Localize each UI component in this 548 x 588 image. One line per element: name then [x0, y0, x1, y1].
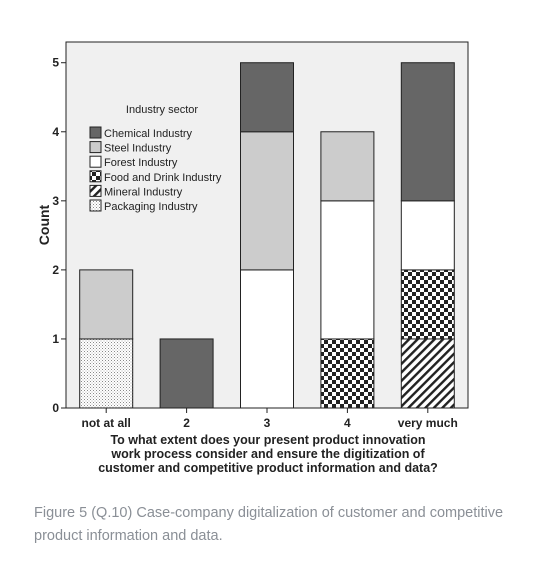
- y-axis-label: Count: [36, 204, 52, 245]
- bar-forest-industry-very-much: [400, 200, 455, 271]
- x-axis-title-line: work process consider and ensure the dig…: [110, 447, 425, 461]
- legend-swatch-steel-industry: [89, 141, 102, 154]
- x-tick-label: not at all: [82, 416, 131, 430]
- bar-chemical-industry-very-much: [400, 62, 455, 202]
- legend-swatch-food-and-drink-industry: [89, 170, 102, 183]
- bar-food-and-drink-industry-very-much: [400, 269, 455, 340]
- x-axis-title: To what extent does your present product…: [98, 433, 438, 475]
- y-axis: 0 1 2 3 4 5: [52, 56, 66, 415]
- x-tick-label: very much: [398, 416, 458, 430]
- bar-forest-industry-4: [320, 200, 375, 340]
- legend-swatch-packaging-industry: [89, 199, 102, 212]
- y-tick-label: 1: [52, 332, 59, 346]
- figure-caption: Figure 5 (Q.10) Case-company digitalizat…: [34, 505, 504, 544]
- bar-chemical-industry-2: [159, 338, 214, 409]
- x-axis-title-line: customer and competitive product informa…: [98, 461, 438, 475]
- legend-label-steel-industry: Steel Industry: [104, 143, 172, 155]
- bar-steel-industry-3: [240, 131, 294, 271]
- legend-label-mineral-industry: Mineral Industry: [104, 186, 183, 198]
- legend-title: Industry sector: [126, 104, 198, 116]
- bar-forest-industry-3: [240, 269, 294, 409]
- bar-steel-industry-not-at-all: [79, 269, 134, 340]
- y-tick-label: 5: [52, 56, 59, 70]
- x-tick-label: 2: [183, 416, 190, 430]
- y-tick-label: 3: [52, 194, 59, 208]
- x-axis-label: To what extent does your present product…: [98, 433, 438, 475]
- legend-swatch-mineral-industry: [89, 184, 102, 197]
- x-tick-label: 4: [344, 416, 351, 430]
- stacked-bar-chart: 0 1 2 3 4 5 not at all 2 3 4 very much Count To w…: [36, 41, 469, 475]
- bar-mineral-industry-very-much: [400, 338, 455, 409]
- legend: Industry sector Chemical Industry Steel In…: [89, 104, 222, 213]
- y-tick-label: 2: [52, 263, 59, 277]
- legend-swatch-chemical-industry: [89, 126, 102, 139]
- y-tick-label: 0: [52, 401, 59, 415]
- bar-steel-industry-4: [320, 131, 375, 202]
- y-tick-label: 4: [52, 125, 59, 139]
- legend-label-food-and-drink-industry: Food and Drink Industry: [104, 172, 222, 184]
- bar-food-and-drink-industry-4: [320, 338, 375, 409]
- legend-label-packaging-industry: Packaging Industry: [104, 201, 198, 213]
- x-tick-label: 3: [264, 416, 271, 430]
- legend-label-chemical-industry: Chemical Industry: [104, 128, 193, 140]
- bar-packaging-industry-not-at-all: [79, 338, 134, 409]
- bar-chemical-industry-3: [240, 62, 294, 133]
- x-axis-title-line: To what extent does your present product…: [110, 433, 425, 447]
- legend-swatch-forest-industry: [89, 155, 102, 168]
- legend-label-forest-industry: Forest Industry: [104, 157, 178, 169]
- x-axis: not at all 2 3 4 very much: [82, 408, 458, 430]
- bar-stacks: [79, 62, 455, 409]
